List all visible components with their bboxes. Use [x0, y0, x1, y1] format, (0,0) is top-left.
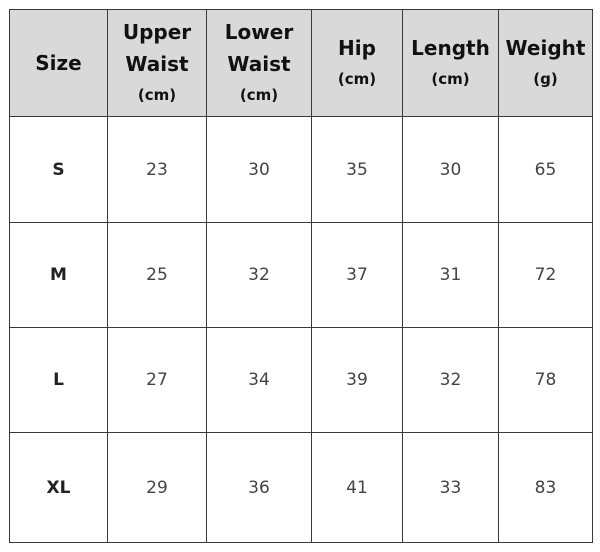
value-cell: 34: [206, 327, 312, 433]
table-row: S 23 30 35 30 65: [9, 116, 593, 223]
table-row: XL 29 36 41 33 83: [9, 432, 593, 543]
value-cell: 37: [311, 222, 403, 328]
value-cell: 65: [498, 116, 593, 223]
column-header-unit: (g): [533, 70, 558, 88]
column-header-label: Size: [35, 51, 82, 75]
table-row: M 25 32 37 31 72: [9, 222, 593, 328]
column-header-label: Upper Waist: [122, 20, 192, 76]
column-header-unit: (cm): [239, 86, 279, 104]
value-cell: 25: [107, 222, 207, 328]
value-cell: 31: [402, 222, 499, 328]
size-cell: L: [9, 327, 108, 433]
value-cell: 27: [107, 327, 207, 433]
value-cell: 41: [311, 432, 403, 543]
value-cell: 35: [311, 116, 403, 223]
value-cell: 32: [402, 327, 499, 433]
column-header: Size: [9, 9, 108, 117]
column-header-unit: (cm): [431, 70, 470, 88]
column-header-label: Weight: [505, 36, 586, 60]
value-cell: 78: [498, 327, 593, 433]
value-cell: 83: [498, 432, 593, 543]
value-cell: 30: [402, 116, 499, 223]
column-header-label: Length: [411, 36, 490, 60]
column-header-label: Hip: [338, 36, 376, 60]
column-header: Weight (g): [498, 9, 593, 117]
column-header-label: Lower Waist: [224, 20, 294, 76]
column-header-unit: (cm): [137, 86, 177, 104]
column-header: Upper Waist (cm): [107, 9, 207, 117]
value-cell: 32: [206, 222, 312, 328]
size-cell: XL: [9, 432, 108, 543]
value-cell: 72: [498, 222, 593, 328]
size-cell: S: [9, 116, 108, 223]
column-header: Length (cm): [402, 9, 499, 117]
value-cell: 33: [402, 432, 499, 543]
value-cell: 36: [206, 432, 312, 543]
header-row: Size Upper Waist (cm) Lower Waist (cm) Hip (cm…: [9, 9, 593, 117]
column-header: Hip (cm): [311, 9, 403, 117]
value-cell: 39: [311, 327, 403, 433]
value-cell: 30: [206, 116, 312, 223]
table-row: L 27 34 39 32 78: [9, 327, 593, 433]
column-header-unit: (cm): [337, 70, 377, 88]
size-chart-table: Size Upper Waist (cm) Lower Waist (cm) Hip (cm…: [9, 9, 593, 543]
value-cell: 29: [107, 432, 207, 543]
value-cell: 23: [107, 116, 207, 223]
column-header: Lower Waist (cm): [206, 9, 312, 117]
size-cell: M: [9, 222, 108, 328]
